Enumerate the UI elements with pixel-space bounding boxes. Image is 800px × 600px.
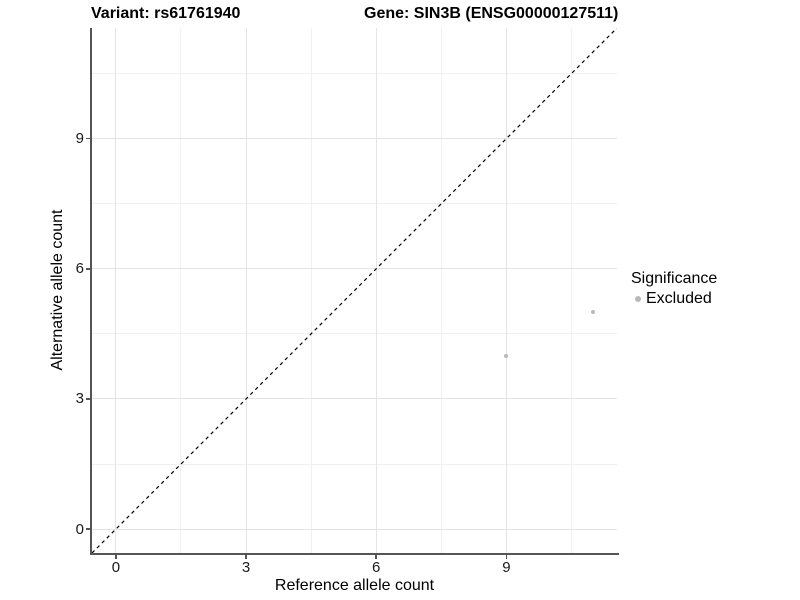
legend-title: Significance	[631, 270, 718, 287]
major-gridline-horizontal	[92, 268, 617, 270]
minor-gridline-vertical	[440, 28, 442, 553]
x-axis-tick	[245, 555, 247, 559]
x-axis-tick	[115, 555, 117, 559]
major-gridline-vertical	[245, 28, 247, 553]
y-tick-label: 9	[75, 130, 84, 148]
y-axis-line	[90, 28, 92, 555]
identity-line	[92, 28, 617, 553]
x-tick-label: 9	[502, 559, 511, 576]
y-axis-tick	[86, 137, 90, 140]
plot-title-gene: Gene: SIN3B (ENSG00000127511)	[364, 5, 619, 22]
y-axis-tick	[86, 528, 90, 530]
legend-item: Excluded	[631, 289, 717, 308]
x-axis-title: Reference allele count	[274, 577, 435, 594]
legend-key-dot	[635, 295, 641, 302]
legend-items: Excluded	[631, 289, 717, 308]
x-tick-label: 3	[241, 559, 251, 576]
plot-title-variant: Variant: rs61761940	[91, 5, 241, 22]
x-axis-tick	[505, 555, 508, 559]
minor-gridline-vertical	[180, 28, 182, 553]
data-point	[591, 310, 596, 315]
x-tick-label: 6	[372, 559, 381, 576]
y-tick-label: 0	[75, 520, 84, 538]
y-tick-label: 6	[75, 260, 84, 278]
minor-gridline-horizontal	[92, 73, 617, 75]
legend: Significance Excluded	[631, 269, 717, 308]
major-gridline-vertical	[115, 28, 117, 553]
minor-gridline-horizontal	[92, 203, 617, 205]
minor-gridline-horizontal	[92, 463, 617, 465]
y-tick-label: 3	[75, 390, 84, 408]
major-gridline-vertical	[375, 28, 377, 553]
minor-gridline-vertical	[570, 28, 572, 553]
plot-panel	[92, 28, 617, 553]
major-gridline-horizontal	[92, 138, 617, 140]
x-axis-tick	[375, 555, 377, 559]
major-gridline-vertical	[505, 28, 507, 553]
data-point	[504, 353, 509, 358]
y-axis-tick	[86, 398, 90, 400]
major-gridline-horizontal	[92, 398, 617, 400]
x-tick-label: 0	[111, 559, 121, 576]
legend-item-label: Excluded	[646, 290, 712, 307]
y-axis-title: Alternative allele count	[49, 209, 66, 371]
minor-gridline-horizontal	[92, 333, 617, 335]
x-axis-line	[90, 553, 619, 555]
y-axis-tick	[86, 268, 90, 270]
identity-line-layer	[92, 28, 617, 553]
major-gridline-horizontal	[92, 528, 617, 530]
minor-gridline-vertical	[310, 28, 312, 553]
